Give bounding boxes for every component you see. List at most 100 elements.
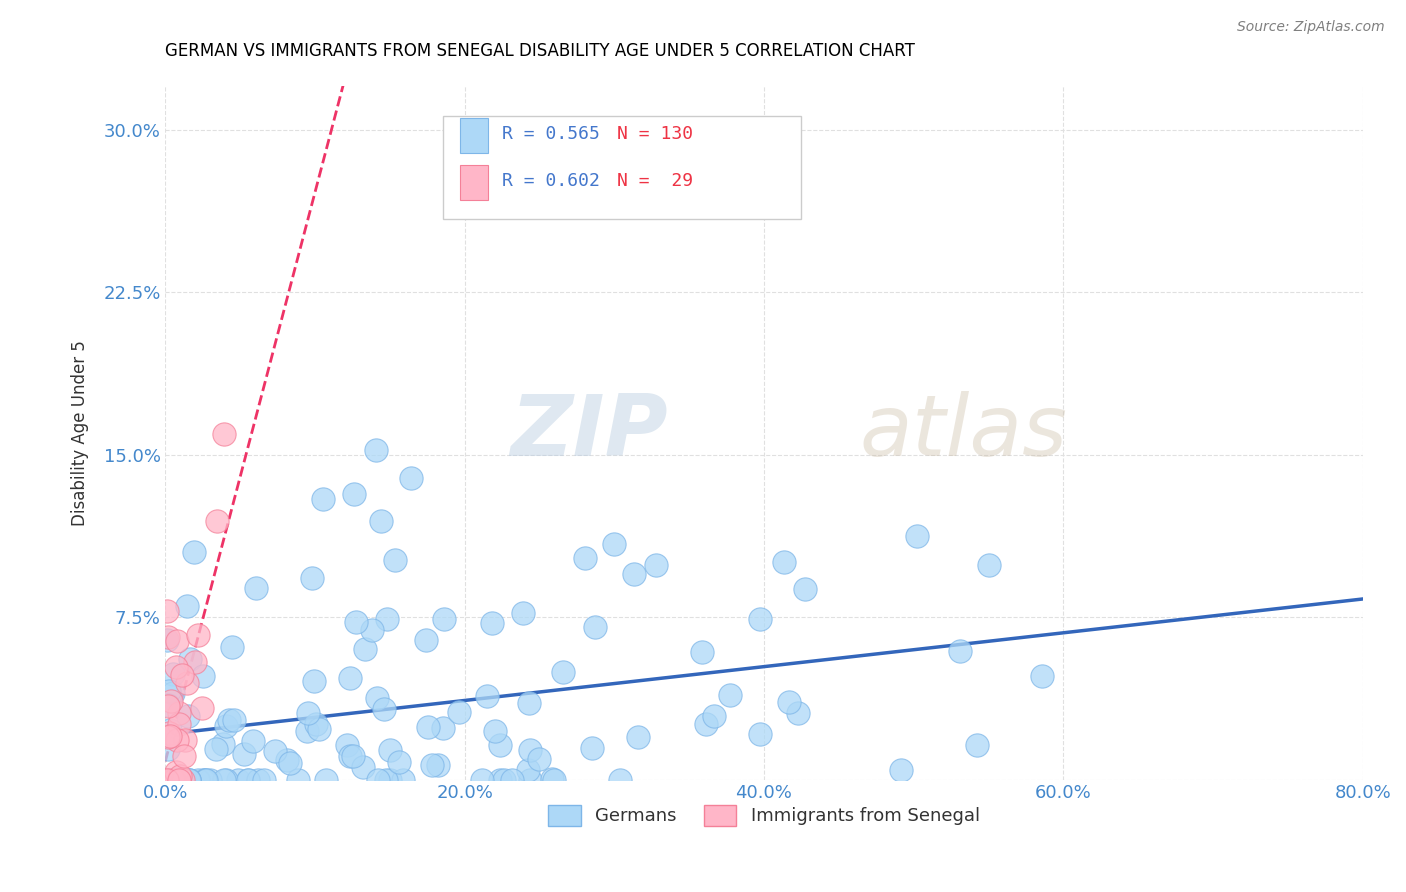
- Point: [433, 611, 456, 625]
- Point: [602, 537, 624, 551]
- Point: [415, 632, 437, 647]
- Text: Source: ZipAtlas.com: Source: ZipAtlas.com: [1237, 20, 1385, 34]
- Point: [488, 772, 510, 787]
- Point: [966, 738, 988, 752]
- Point: [644, 558, 666, 572]
- Point: [167, 706, 190, 720]
- Point: [378, 772, 401, 787]
- Point: [370, 514, 392, 528]
- Point: [218, 713, 240, 727]
- Point: [501, 772, 523, 787]
- Point: [169, 772, 191, 787]
- Point: [191, 669, 214, 683]
- Point: [163, 772, 186, 787]
- Point: [392, 772, 415, 787]
- Point: [516, 764, 538, 778]
- Point: [156, 698, 179, 713]
- Text: N = 130: N = 130: [617, 125, 693, 143]
- Point: [692, 645, 714, 659]
- Point: [205, 742, 228, 756]
- Point: [484, 723, 506, 738]
- Point: [238, 772, 260, 787]
- Point: [194, 772, 217, 787]
- Point: [169, 768, 191, 782]
- Text: N =  29: N = 29: [617, 172, 693, 190]
- Point: [246, 772, 269, 787]
- Point: [432, 721, 454, 735]
- Point: [165, 772, 187, 787]
- Point: [174, 732, 197, 747]
- Point: [170, 772, 193, 787]
- Point: [949, 644, 972, 658]
- Point: [366, 691, 388, 706]
- Point: [166, 634, 188, 648]
- Point: [173, 772, 195, 787]
- Y-axis label: Disability Age Under 5: Disability Age Under 5: [72, 340, 89, 525]
- Point: [623, 566, 645, 581]
- Point: [471, 772, 494, 787]
- Point: [418, 720, 440, 734]
- Point: [420, 758, 443, 772]
- Point: [194, 772, 217, 787]
- Point: [160, 772, 183, 787]
- Point: [297, 723, 319, 738]
- Point: [159, 723, 181, 737]
- Point: [236, 772, 259, 787]
- Point: [156, 698, 179, 712]
- Point: [167, 772, 190, 787]
- Point: [226, 772, 249, 787]
- Point: [527, 752, 550, 766]
- Point: [191, 701, 214, 715]
- Point: [339, 749, 361, 764]
- Point: [212, 426, 235, 441]
- Point: [156, 742, 179, 756]
- Point: [375, 611, 398, 625]
- Point: [191, 772, 214, 787]
- Point: [287, 772, 309, 787]
- Point: [169, 772, 191, 787]
- Point: [184, 655, 207, 669]
- Point: [1031, 669, 1053, 683]
- Point: [374, 772, 396, 787]
- Point: [401, 471, 423, 485]
- Point: [156, 630, 179, 644]
- Point: [773, 555, 796, 569]
- Point: [609, 772, 631, 787]
- Point: [551, 665, 574, 680]
- Point: [367, 772, 389, 787]
- Point: [242, 734, 264, 748]
- Point: [176, 676, 198, 690]
- Point: [179, 772, 201, 787]
- Point: [308, 722, 330, 736]
- Point: [222, 713, 245, 727]
- Point: [302, 673, 325, 688]
- Point: [183, 545, 205, 559]
- Text: R = 0.602: R = 0.602: [502, 172, 600, 190]
- Point: [581, 740, 603, 755]
- Point: [156, 730, 179, 744]
- Point: [170, 668, 193, 682]
- Point: [360, 623, 382, 637]
- Point: [212, 737, 235, 751]
- Point: [352, 759, 374, 773]
- Point: [583, 620, 606, 634]
- Point: [540, 772, 562, 786]
- Point: [221, 640, 243, 655]
- Point: [519, 742, 541, 756]
- Point: [342, 749, 364, 764]
- Point: [278, 756, 301, 770]
- Point: [703, 708, 725, 723]
- Point: [215, 719, 238, 733]
- Legend: Germans, Immigrants from Senegal: Germans, Immigrants from Senegal: [541, 797, 987, 833]
- Point: [176, 599, 198, 613]
- Point: [156, 604, 179, 618]
- Point: [519, 772, 541, 787]
- Point: [232, 747, 254, 762]
- Point: [312, 491, 335, 506]
- Point: [215, 772, 238, 787]
- Point: [162, 686, 184, 700]
- Point: [172, 772, 194, 787]
- Text: GERMAN VS IMMIGRANTS FROM SENEGAL DISABILITY AGE UNDER 5 CORRELATION CHART: GERMAN VS IMMIGRANTS FROM SENEGAL DISABI…: [166, 42, 915, 60]
- Point: [492, 772, 515, 787]
- Point: [449, 705, 471, 719]
